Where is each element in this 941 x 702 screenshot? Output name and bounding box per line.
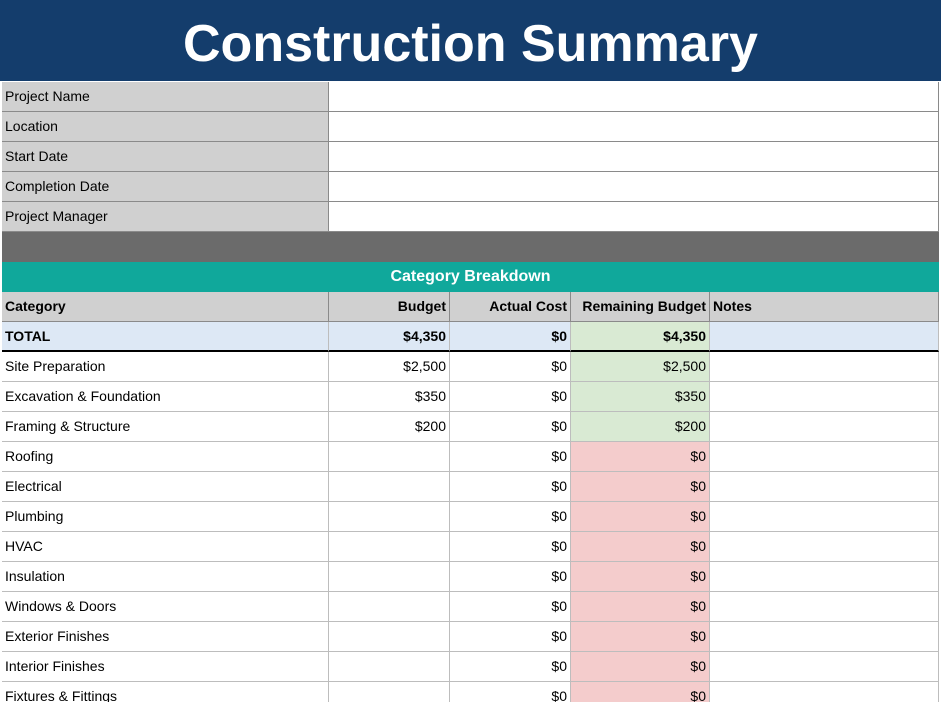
row-cell[interactable]: $200 xyxy=(571,412,710,442)
row-cell[interactable] xyxy=(329,682,450,702)
total-cell: $0 xyxy=(450,322,571,352)
header-cell: Remaining Budget xyxy=(571,292,710,322)
info-value[interactable] xyxy=(329,202,939,232)
info-label: Project Name xyxy=(2,82,329,112)
row-cell[interactable]: $0 xyxy=(450,592,571,622)
row-cell[interactable] xyxy=(710,352,939,382)
row-cell[interactable] xyxy=(710,562,939,592)
info-value[interactable] xyxy=(329,82,939,112)
row-cell[interactable]: $0 xyxy=(450,532,571,562)
row-cell[interactable]: $0 xyxy=(571,682,710,702)
row-cell[interactable] xyxy=(710,652,939,682)
row-cell[interactable]: Interior Finishes xyxy=(2,652,329,682)
total-cell: $4,350 xyxy=(571,322,710,352)
row-cell[interactable]: Windows & Doors xyxy=(2,592,329,622)
row-cell[interactable]: $0 xyxy=(571,442,710,472)
row-cell[interactable] xyxy=(710,592,939,622)
row-cell[interactable] xyxy=(329,562,450,592)
section-title: Category Breakdown xyxy=(2,262,939,292)
row-cell[interactable]: $0 xyxy=(450,682,571,702)
row-cell[interactable]: Fixtures & Fittings xyxy=(2,682,329,702)
info-label: Location xyxy=(2,112,329,142)
row-cell[interactable]: $200 xyxy=(329,412,450,442)
info-value[interactable] xyxy=(329,172,939,202)
row-cell[interactable]: HVAC xyxy=(2,532,329,562)
row-cell[interactable] xyxy=(329,532,450,562)
total-cell: TOTAL xyxy=(2,322,329,352)
header-cell: Actual Cost xyxy=(450,292,571,322)
row-cell[interactable]: Insulation xyxy=(2,562,329,592)
row-cell[interactable]: $0 xyxy=(571,532,710,562)
row-cell[interactable] xyxy=(710,412,939,442)
row-cell[interactable]: $0 xyxy=(571,502,710,532)
info-value[interactable] xyxy=(329,112,939,142)
row-cell[interactable]: $0 xyxy=(571,652,710,682)
total-cell: $4,350 xyxy=(329,322,450,352)
row-cell[interactable] xyxy=(329,592,450,622)
info-value[interactable] xyxy=(329,142,939,172)
header-cell: Notes xyxy=(710,292,939,322)
row-cell[interactable]: Roofing xyxy=(2,442,329,472)
row-cell[interactable]: $0 xyxy=(450,562,571,592)
row-cell[interactable]: $0 xyxy=(571,592,710,622)
row-cell[interactable] xyxy=(329,652,450,682)
header-cell: Budget xyxy=(329,292,450,322)
row-cell[interactable]: Excavation & Foundation xyxy=(2,382,329,412)
row-cell[interactable]: $2,500 xyxy=(571,352,710,382)
row-cell[interactable]: $2,500 xyxy=(329,352,450,382)
row-cell[interactable] xyxy=(329,442,450,472)
row-cell[interactable]: Electrical xyxy=(2,472,329,502)
row-cell[interactable]: $0 xyxy=(450,652,571,682)
row-cell[interactable]: $350 xyxy=(329,382,450,412)
row-cell[interactable]: $0 xyxy=(450,622,571,652)
row-cell[interactable] xyxy=(710,442,939,472)
row-cell[interactable]: $0 xyxy=(571,622,710,652)
row-cell[interactable]: $350 xyxy=(571,382,710,412)
row-cell[interactable]: $0 xyxy=(450,472,571,502)
row-cell[interactable]: $0 xyxy=(450,502,571,532)
row-cell[interactable] xyxy=(710,682,939,702)
row-cell[interactable]: Site Preparation xyxy=(2,352,329,382)
row-cell[interactable]: Framing & Structure xyxy=(2,412,329,442)
total-cell xyxy=(710,322,939,352)
info-label: Completion Date xyxy=(2,172,329,202)
row-cell[interactable] xyxy=(710,502,939,532)
row-cell[interactable]: $0 xyxy=(450,442,571,472)
info-label: Project Manager xyxy=(2,202,329,232)
header-cell: Category xyxy=(2,292,329,322)
row-cell[interactable] xyxy=(710,532,939,562)
title: Construction Summary xyxy=(0,0,941,81)
row-cell[interactable]: $0 xyxy=(450,382,571,412)
row-cell[interactable]: Exterior Finishes xyxy=(2,622,329,652)
row-cell[interactable] xyxy=(329,502,450,532)
row-cell[interactable]: $0 xyxy=(571,562,710,592)
row-cell[interactable] xyxy=(329,472,450,502)
row-cell[interactable] xyxy=(710,622,939,652)
info-label: Start Date xyxy=(2,142,329,172)
row-cell[interactable] xyxy=(710,472,939,502)
row-cell[interactable] xyxy=(329,622,450,652)
row-cell[interactable]: Plumbing xyxy=(2,502,329,532)
row-cell[interactable]: $0 xyxy=(450,352,571,382)
row-cell[interactable]: $0 xyxy=(450,412,571,442)
separator-band xyxy=(2,232,939,262)
row-cell[interactable]: $0 xyxy=(571,472,710,502)
row-cell[interactable] xyxy=(710,382,939,412)
